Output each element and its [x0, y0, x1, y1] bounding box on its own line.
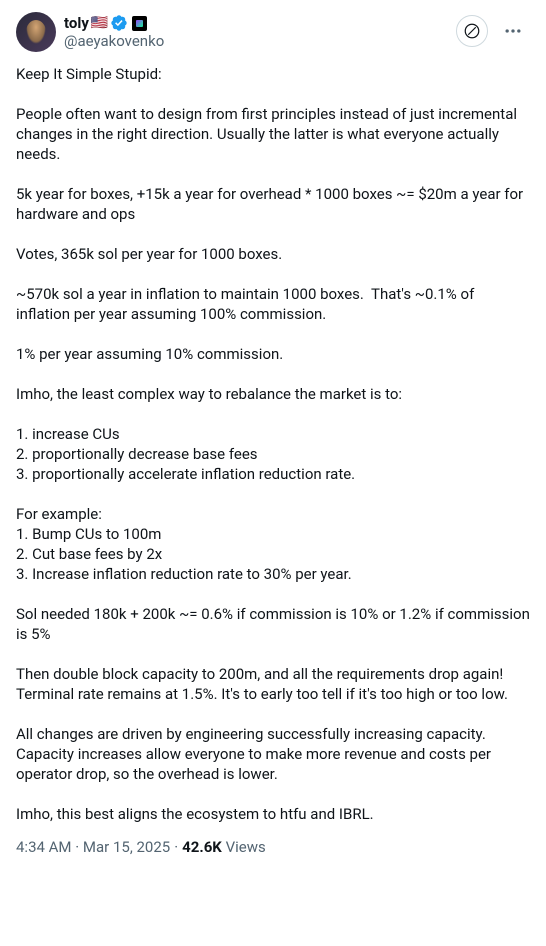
tweet-container: toly 🇺🇸 @aeyakovenko: [0, 0, 546, 864]
timestamp[interactable]: 4:34 AM · Mar 15, 2025: [16, 838, 170, 856]
avatar[interactable]: [16, 12, 56, 52]
date: Mar 15, 2025: [83, 838, 170, 856]
time: 4:34 AM: [16, 838, 72, 856]
views-label: Views: [226, 838, 266, 856]
display-name: toly: [64, 14, 89, 32]
user-block[interactable]: toly 🇺🇸 @aeyakovenko: [16, 12, 164, 52]
flag-emoji: 🇺🇸: [91, 15, 108, 32]
display-name-line[interactable]: toly 🇺🇸: [64, 14, 164, 32]
tweet-meta: 4:34 AM · Mar 15, 2025·42.6K Views: [16, 838, 530, 856]
grok-icon: [463, 22, 481, 40]
user-handle[interactable]: @aeyakovenko: [64, 32, 164, 50]
tweet-header: toly 🇺🇸 @aeyakovenko: [16, 12, 530, 52]
user-names: toly 🇺🇸 @aeyakovenko: [64, 14, 164, 50]
grok-button[interactable]: [456, 15, 488, 47]
more-icon: [503, 21, 523, 41]
header-actions: [456, 14, 530, 48]
more-button[interactable]: [496, 14, 530, 48]
views-count: 42.6K: [182, 838, 222, 856]
views[interactable]: 42.6K Views: [182, 838, 266, 856]
verified-badge-icon: [110, 14, 128, 32]
affiliate-badge-icon: [132, 16, 147, 31]
tweet-body: Keep It Simple Stupid: People often want…: [16, 64, 530, 824]
